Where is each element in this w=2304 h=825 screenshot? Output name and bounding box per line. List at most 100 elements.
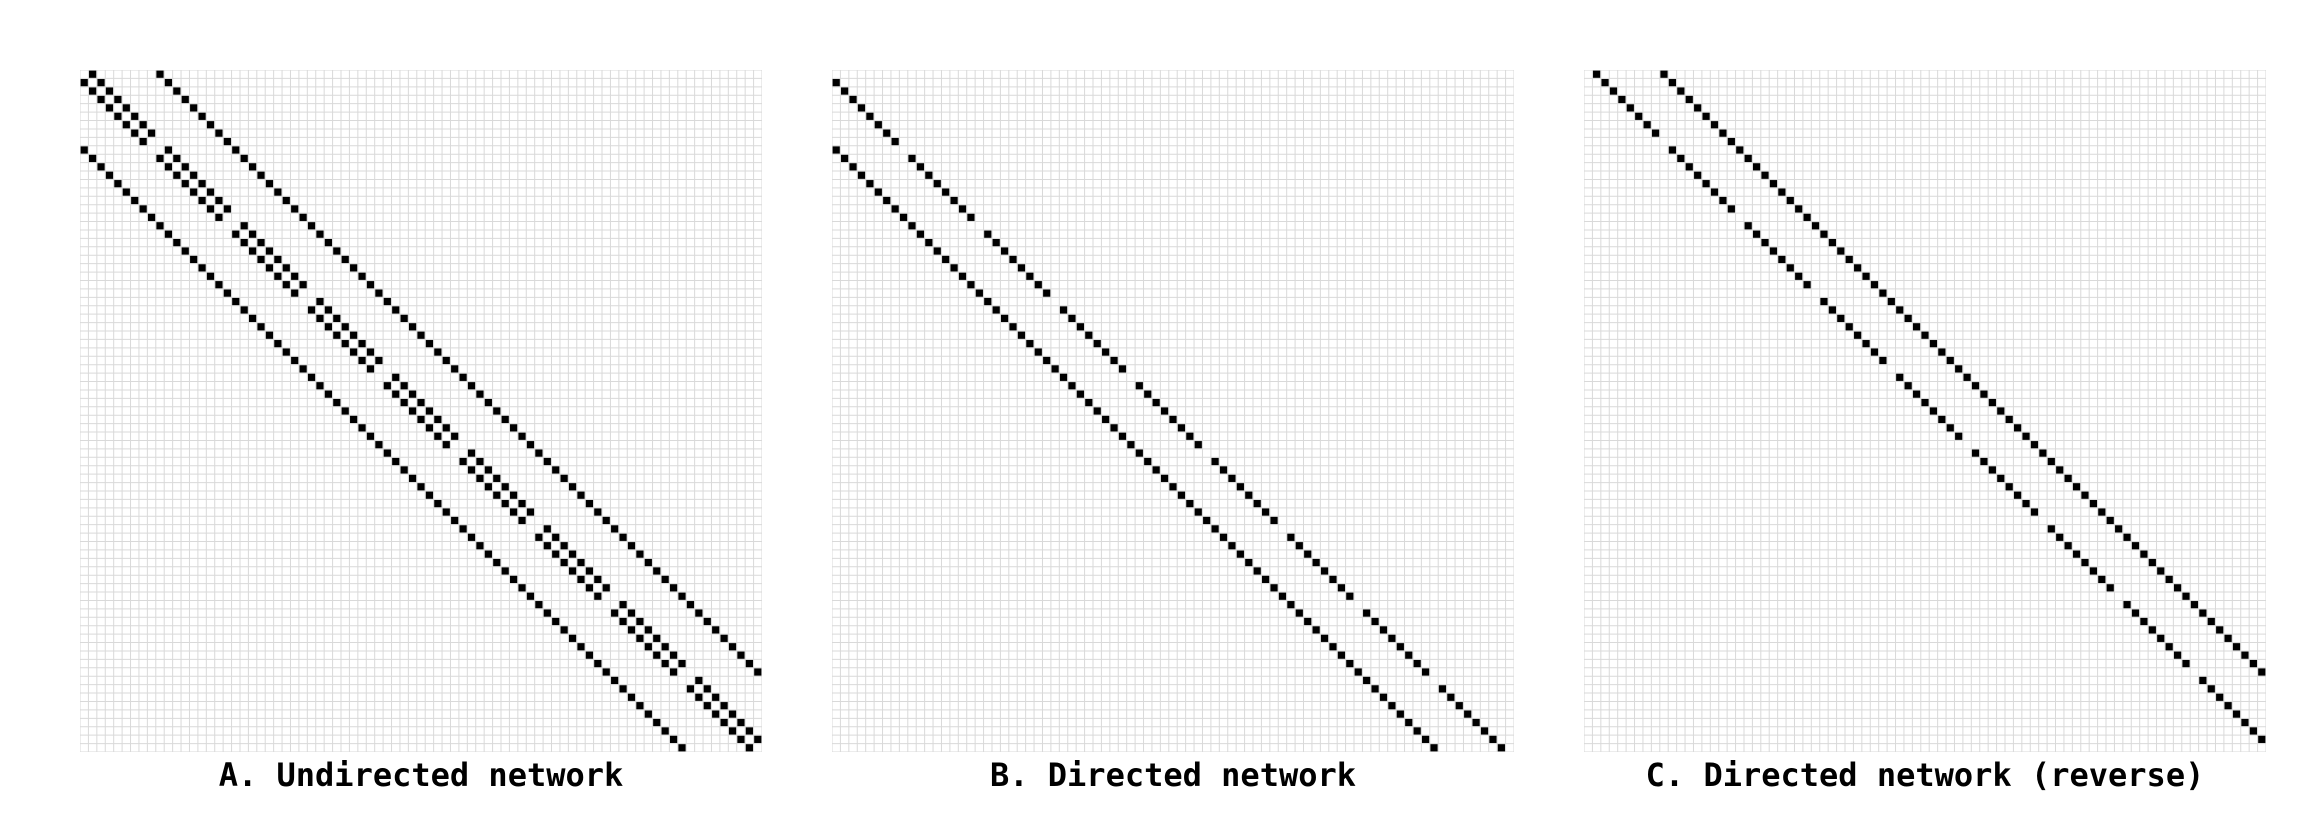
matrix-cell	[1320, 634, 1329, 642]
matrix-cell	[1660, 70, 1668, 78]
matrix-cell	[1320, 567, 1329, 575]
matrix-cell	[1110, 356, 1118, 365]
matrix-cell	[1068, 314, 1076, 322]
matrix-cell	[560, 626, 568, 634]
matrix-cell	[1009, 255, 1017, 264]
matrix-cell	[1837, 247, 1845, 255]
matrix-cell	[434, 500, 442, 508]
matrix-cell	[97, 163, 105, 171]
matrix-cell	[695, 676, 703, 685]
matrix-cell	[1820, 230, 1828, 238]
matrix-cell	[661, 643, 669, 651]
matrix-cell	[568, 483, 577, 491]
matrix-cell	[181, 163, 189, 171]
matrix-cell	[173, 154, 181, 163]
matrix-cell	[2056, 533, 2064, 541]
matrix-cell	[1110, 424, 1118, 432]
matrix-cell	[1017, 264, 1026, 272]
matrix-cell	[417, 415, 425, 424]
matrix-cell	[1363, 609, 1371, 617]
matrix-background	[80, 70, 762, 752]
matrix-cell	[324, 390, 332, 398]
matrix-cell	[1009, 323, 1017, 331]
matrix-cell	[139, 121, 147, 129]
matrix-cell	[1186, 432, 1194, 440]
matrix-cell	[131, 196, 139, 205]
matrix-cell	[2224, 634, 2232, 642]
matrix-cell	[324, 306, 332, 314]
matrix-cell	[1938, 415, 1946, 424]
matrix-cell	[602, 516, 610, 525]
matrix-cell	[1413, 659, 1421, 668]
matrix-cell	[198, 112, 206, 120]
matrix-cell	[2173, 651, 2182, 659]
matrix-cell	[543, 542, 551, 550]
matrix-cell	[712, 710, 720, 718]
matrix-cell	[459, 373, 467, 381]
matrix-cell	[636, 617, 644, 626]
matrix-cell	[695, 693, 703, 701]
matrix-cell	[1971, 382, 1980, 390]
matrix-cell	[190, 188, 198, 196]
matrix-cell	[173, 171, 181, 179]
matrix-cell	[849, 163, 857, 171]
matrix-cell	[274, 340, 282, 348]
matrix-cell	[1727, 205, 1735, 213]
matrix-cell	[459, 457, 467, 466]
matrix-cell	[992, 306, 1000, 314]
matrix-cell	[139, 205, 147, 213]
matrix-cell	[1102, 415, 1110, 424]
matrix-cell	[1118, 365, 1127, 373]
matrix-cell	[916, 230, 925, 238]
matrix-cell	[874, 121, 882, 129]
matrix-cell	[1405, 718, 1413, 727]
matrix-cell	[975, 289, 983, 297]
matrix-cell	[745, 727, 753, 735]
matrix-cell	[669, 668, 678, 676]
matrix-cell	[341, 255, 349, 264]
matrix-cell	[1253, 567, 1261, 575]
matrix-cell	[1761, 239, 1769, 247]
matrix-cell	[282, 196, 290, 205]
matrix-cell	[2249, 659, 2257, 668]
matrix-cell	[2081, 558, 2089, 567]
matrix-cell	[493, 491, 501, 499]
matrix-cell	[350, 331, 358, 339]
matrix-cell	[122, 104, 130, 112]
matrix-cell	[1896, 306, 1904, 314]
matrix-cell	[1236, 550, 1244, 558]
matrix-cell	[1421, 668, 1430, 676]
matrix-cell	[2081, 491, 2089, 499]
matrix-grid	[1584, 70, 2266, 752]
matrix-cell	[1668, 79, 1677, 87]
matrix-cell	[568, 634, 577, 642]
matrix-cell	[1413, 727, 1421, 735]
matrix-cell	[1736, 146, 1744, 154]
matrix-cell	[585, 651, 594, 659]
matrix-cell	[173, 239, 181, 247]
matrix-cell	[627, 693, 636, 701]
matrix-cell	[198, 180, 206, 188]
matrix-cell	[686, 685, 695, 693]
matrix-cell	[1262, 575, 1270, 584]
matrix-cell	[442, 356, 450, 365]
matrix-cell	[857, 104, 866, 112]
matrix-cell	[661, 659, 669, 668]
matrix-cell	[215, 129, 223, 137]
matrix-cell	[408, 323, 417, 331]
matrix-cell	[1278, 592, 1287, 600]
matrix-cell	[720, 718, 728, 727]
matrix-cell	[1034, 281, 1042, 289]
matrix-cell	[1059, 373, 1068, 381]
matrix-cell	[1144, 390, 1152, 398]
matrix-cell	[425, 407, 434, 415]
matrix-grid-lines	[80, 70, 762, 752]
matrix-cell	[156, 154, 164, 163]
matrix-cell	[1489, 735, 1497, 743]
matrix-cell	[484, 466, 492, 474]
matrix-cell	[669, 584, 678, 592]
matrix-cell	[400, 314, 408, 322]
matrix-cell	[164, 163, 173, 171]
matrix-cell	[1988, 466, 1996, 474]
